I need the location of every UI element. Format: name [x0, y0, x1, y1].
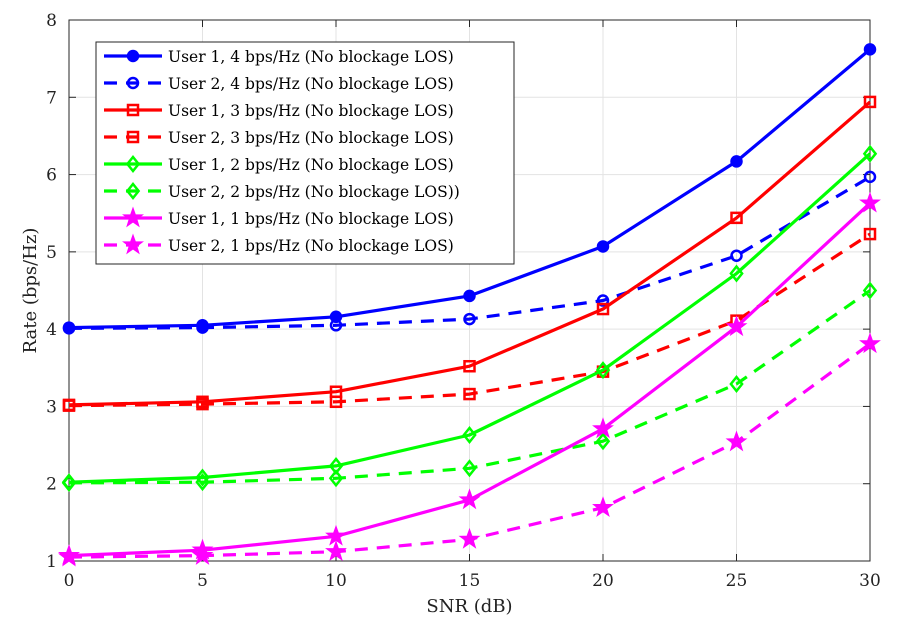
legend-label: User 2, 2 bps/Hz (No blockage LOS)): [168, 183, 460, 201]
y-tick-label: 5: [46, 243, 57, 263]
legend-marker: [126, 103, 140, 117]
legend-item-6: User 2, 2 bps/Hz (No blockage LOS)): [104, 181, 460, 201]
legend-marker: [125, 154, 141, 174]
legend-marker: [122, 206, 144, 228]
data-point: [863, 227, 877, 241]
legend-marker: [122, 233, 144, 255]
y-tick-label: 4: [46, 320, 57, 340]
series-line: [68, 152, 872, 484]
legend-item-1: User 1, 4 bps/Hz (No blockage LOS): [104, 48, 454, 66]
series-2: [62, 170, 877, 335]
x-tick-label: 25: [726, 571, 748, 591]
series: [58, 43, 881, 567]
data-point: [195, 473, 210, 492]
data-point: [725, 430, 748, 452]
legend-label: User 1, 2 bps/Hz (No blockage LOS): [168, 156, 454, 174]
x-tick-label: 20: [592, 571, 614, 591]
data-point: [862, 281, 878, 300]
x-tick-label: 5: [197, 571, 208, 591]
data-point: [596, 240, 610, 253]
y-tick-label: 2: [46, 475, 57, 495]
data-point: [595, 361, 611, 380]
data-point: [329, 310, 343, 324]
y-tick-label: 7: [46, 88, 57, 108]
x-axis-label: SNR (dB): [426, 596, 512, 617]
series-line: [68, 289, 871, 485]
data-point: [329, 395, 343, 409]
data-point: [859, 191, 881, 213]
legend-marker: [126, 49, 140, 63]
legend-marker: [126, 130, 140, 144]
legend-box: [95, 41, 515, 265]
data-point: [191, 544, 214, 565]
data-point: [62, 322, 76, 335]
data-point: [592, 496, 614, 518]
data-point: [729, 264, 744, 283]
data-point: [196, 397, 209, 411]
data-point: [329, 319, 343, 332]
legend-item-3: User 1, 3 bps/Hz (No blockage LOS): [104, 102, 454, 120]
legend-item-8: User 2, 1 bps/Hz (No blockage LOS): [104, 233, 454, 255]
data-point: [196, 321, 209, 334]
data-point: [463, 359, 476, 373]
data-point: [592, 417, 614, 439]
data-point: [730, 249, 743, 262]
legend-label: User 1, 4 bps/Hz (No blockage LOS): [168, 48, 454, 66]
series-1: [62, 43, 877, 334]
data-point: [730, 211, 743, 225]
y-tick-label: 8: [46, 11, 57, 31]
data-point: [862, 144, 878, 163]
data-point: [859, 332, 881, 354]
legend-item-4: User 2, 3 bps/Hz (No blockage LOS): [104, 129, 454, 147]
data-point: [462, 459, 477, 478]
data-point: [61, 473, 77, 492]
legend-label: User 2, 4 bps/Hz (No blockage LOS): [168, 75, 454, 93]
data-point: [863, 43, 877, 56]
legend-item-2: User 2, 4 bps/Hz (No blockage LOS): [104, 75, 454, 93]
series-8: [58, 332, 881, 567]
data-point: [458, 527, 481, 549]
data-point: [463, 289, 476, 303]
data-point: [458, 488, 481, 510]
data-point: [596, 302, 610, 316]
x-tick-label: 10: [325, 571, 347, 591]
legend-item-7: User 1, 1 bps/Hz (No blockage LOS): [104, 206, 454, 228]
series-line: [68, 232, 871, 408]
ticks: 0 5 10 15 20 25 30 1 2 3 4 5 6 7 8: [46, 11, 881, 591]
y-tick-label: 6: [46, 166, 57, 186]
data-point: [62, 399, 76, 412]
legend-label: User 1, 1 bps/Hz (No blockage LOS): [168, 210, 454, 228]
data-point: [463, 387, 476, 401]
data-point: [328, 469, 344, 488]
legend-label: User 2, 3 bps/Hz (No blockage LOS): [168, 129, 454, 147]
series-line: [68, 100, 872, 407]
data-point: [596, 294, 610, 307]
data-point: [863, 170, 877, 184]
data-point: [730, 155, 743, 168]
data-point: [725, 315, 748, 337]
data-point: [195, 468, 210, 487]
y-tick-label: 3: [46, 397, 57, 417]
y-tick-label: 1: [46, 552, 57, 572]
x-tick-label: 0: [64, 571, 75, 591]
legend-item-5: User 1, 2 bps/Hz (No blockage LOS): [104, 154, 454, 174]
x-tick-label: 15: [459, 571, 481, 591]
series-6: [61, 281, 878, 492]
data-point: [863, 95, 877, 109]
legend-label: User 2, 1 bps/Hz (No blockage LOS): [168, 237, 454, 255]
legend: User 1, 4 bps/Hz (No blockage LOS) User 2…: [95, 41, 515, 265]
data-point: [462, 426, 477, 445]
data-point: [58, 545, 80, 567]
legend-marker: [126, 76, 140, 90]
data-point: [325, 540, 347, 562]
series-line: [68, 175, 871, 330]
legend-marker: [125, 181, 141, 201]
data-point: [463, 312, 476, 326]
x-tick-label: 30: [859, 571, 881, 591]
y-axis-label: Rate (bps/Hz): [20, 228, 41, 354]
data-point: [729, 375, 744, 394]
data-point: [595, 432, 611, 451]
legend-label: User 1, 3 bps/Hz (No blockage LOS): [168, 102, 454, 120]
